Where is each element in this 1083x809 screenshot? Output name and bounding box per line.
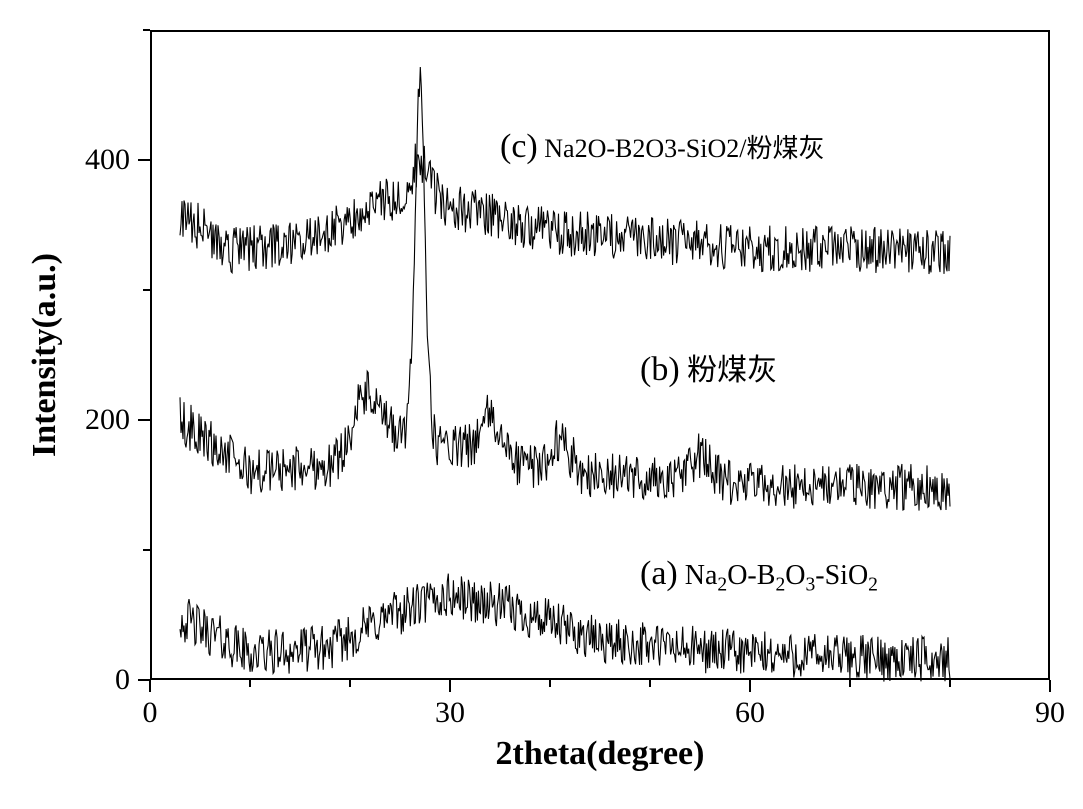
xrd-figure: Intensity(a.u.) 2theta(degree) 030609002…: [0, 0, 1083, 809]
trace-c: [0, 0, 1083, 809]
